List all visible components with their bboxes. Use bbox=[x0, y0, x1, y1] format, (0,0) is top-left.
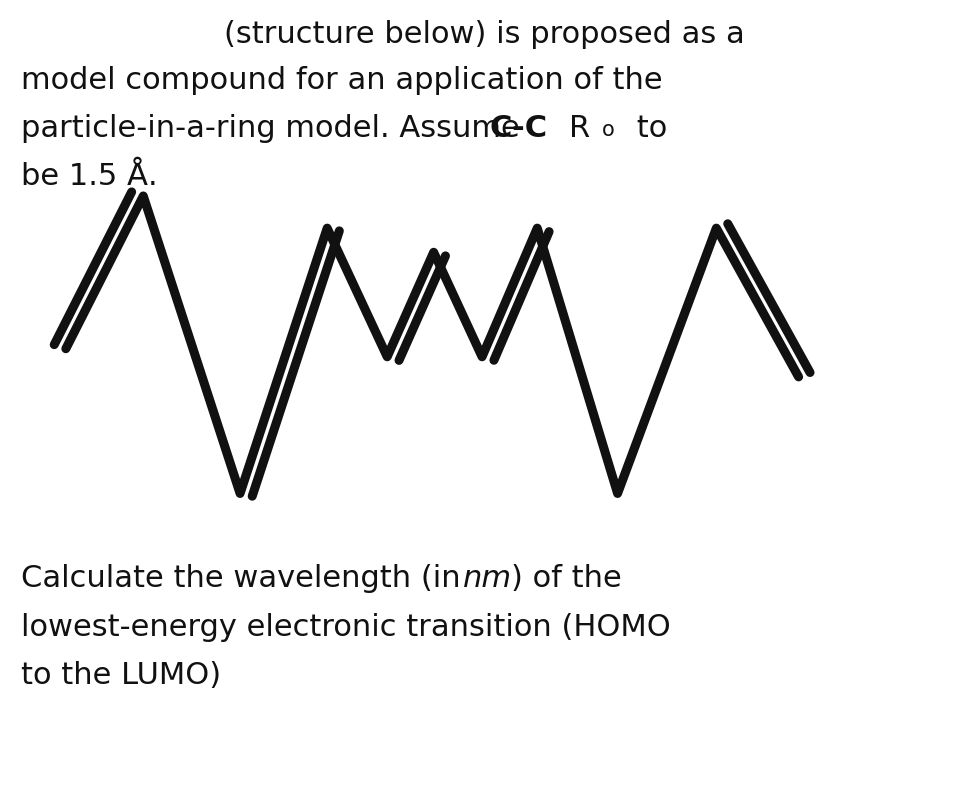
Text: ) of the: ) of the bbox=[511, 564, 621, 593]
Text: (structure below) is proposed as a: (structure below) is proposed as a bbox=[224, 20, 744, 49]
Text: o: o bbox=[602, 120, 615, 140]
Text: lowest-energy electronic transition (HOMO: lowest-energy electronic transition (HOM… bbox=[21, 612, 671, 641]
Text: to: to bbox=[627, 114, 668, 143]
Text: Calculate the wavelength (in: Calculate the wavelength (in bbox=[21, 564, 470, 593]
Text: to the LUMO): to the LUMO) bbox=[21, 660, 222, 689]
Text: particle-in-a-ring model. Assume: particle-in-a-ring model. Assume bbox=[21, 114, 539, 143]
Text: model compound for an application of the: model compound for an application of the bbox=[21, 66, 663, 95]
Text: R: R bbox=[569, 114, 590, 143]
Text: be 1.5 Å.: be 1.5 Å. bbox=[21, 162, 158, 191]
Text: C-C: C-C bbox=[490, 114, 548, 143]
Text: nm: nm bbox=[463, 564, 512, 593]
